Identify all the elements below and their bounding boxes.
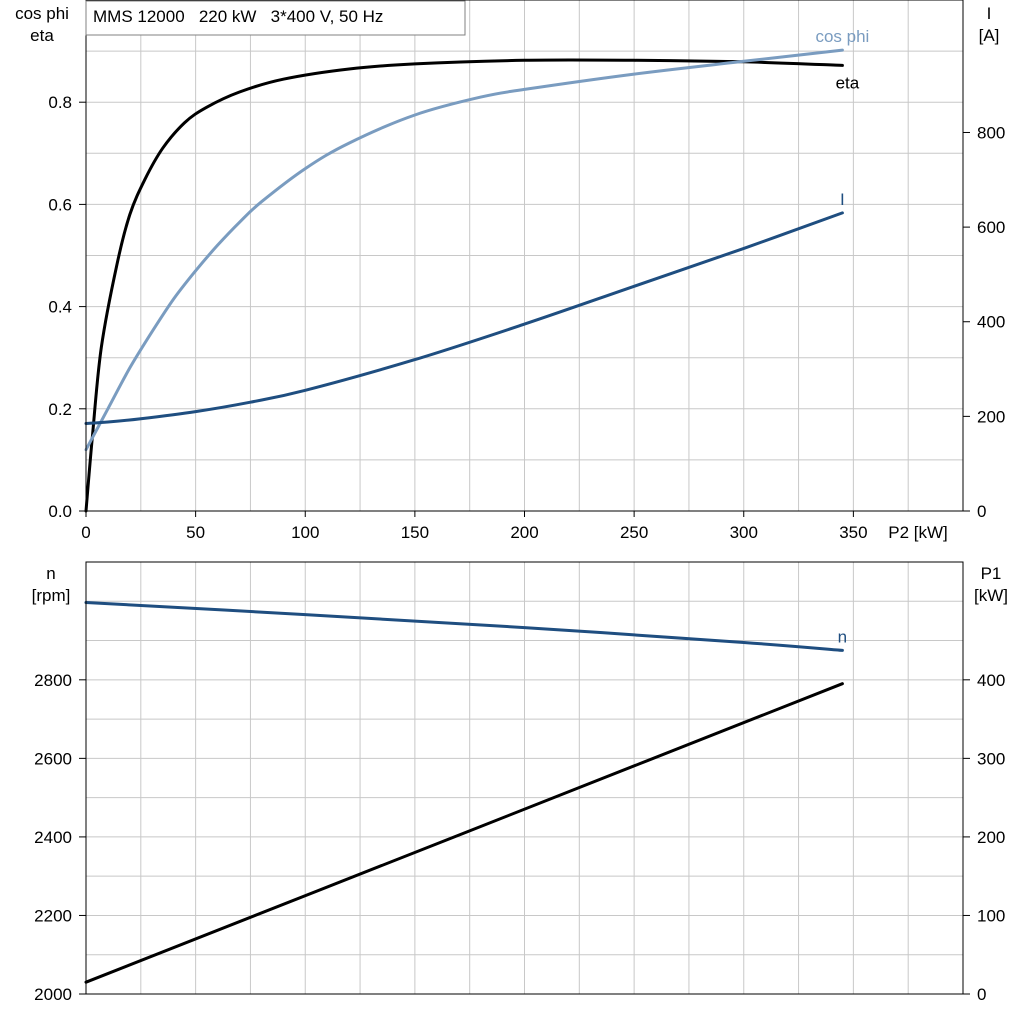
left-axis-label-speed: n: [46, 564, 55, 583]
bot-curve-label-n: n: [838, 627, 847, 646]
right-axis-label-current: I: [987, 4, 992, 23]
top-panel-curves: eta cos phi I: [84, 27, 869, 513]
right-axis-unit-current: [A]: [979, 26, 1000, 45]
bot-left-tick-label-2600: 2600: [34, 749, 72, 768]
bot-left-tick-label-2000: 2000: [34, 985, 72, 1004]
top-x-tick-label-150: 150: [401, 523, 429, 542]
left-axis-unit-speed: [rpm]: [32, 586, 71, 605]
bottom-panel-grid: [86, 562, 963, 994]
top-x-tick-label-0: 0: [81, 523, 90, 542]
x-axis-label: P2 [kW]: [888, 523, 948, 542]
bot-right-tick-label-200: 200: [977, 828, 1005, 847]
right-axis-unit-p1: [kW]: [974, 586, 1008, 605]
top-x-tick-label-250: 250: [620, 523, 648, 542]
top-left-tick-label-0-8: 0.8: [48, 93, 72, 112]
bot-right-tick-label-400: 400: [977, 671, 1005, 690]
bot-left-tick-label-2200: 2200: [34, 906, 72, 925]
top-left-tick-label-0-4: 0.4: [48, 298, 72, 317]
top-left-tick-label-0-0: 0.0: [48, 502, 72, 521]
top-right-tick-label-800: 800: [977, 123, 1005, 142]
top-x-tick-label-200: 200: [510, 523, 538, 542]
bot-right-tick-label-100: 100: [977, 906, 1005, 925]
bottom-panel-curves: n: [84, 601, 847, 984]
top-panel-grid: [86, 0, 963, 511]
title-box: MMS 12000 220 kW 3*400 V, 50 Hz: [85, 0, 466, 36]
top-curve-cos-phi: [84, 48, 844, 452]
bottom-panel-ticks: 2000 2200 2400 2600 2800 0 100 200 300 400: [34, 671, 1005, 1004]
top-curve-label-eta: eta: [836, 73, 860, 92]
top-right-tick-label-200: 200: [977, 407, 1005, 426]
left-axis-label-cos-phi: cos phi: [15, 4, 69, 23]
bottom-panel-frame: [85, 561, 964, 995]
top-curve-label-cos-phi: cos phi: [815, 27, 869, 46]
right-axis-label-p1: P1: [981, 564, 1002, 583]
top-x-tick-label-100: 100: [291, 523, 319, 542]
bot-right-tick-label-0: 0: [977, 985, 986, 1004]
top-x-tick-label-50: 50: [186, 523, 205, 542]
top-right-tick-label-400: 400: [977, 313, 1005, 332]
top-x-tick-label-350: 350: [839, 523, 867, 542]
top-curve-i: [84, 211, 844, 425]
bot-right-tick-label-300: 300: [977, 749, 1005, 768]
top-left-tick-label-0-2: 0.2: [48, 400, 72, 419]
top-right-tick-label-600: 600: [977, 218, 1005, 237]
bot-left-tick-label-2800: 2800: [34, 671, 72, 690]
left-axis-label-eta: eta: [30, 26, 54, 45]
bot-left-tick-label-2400: 2400: [34, 828, 72, 847]
top-left-tick-label-0-6: 0.6: [48, 195, 72, 214]
bot-curve-n: [84, 601, 844, 652]
title-box-frame: [85, 0, 466, 36]
bot-curve-right-1: [84, 682, 844, 984]
top-right-tick-label-0: 0: [977, 502, 986, 521]
chart-title: MMS 12000 220 kW 3*400 V, 50 Hz: [93, 7, 383, 26]
top-curve-eta: [84, 58, 844, 513]
top-x-tick-label-300: 300: [730, 523, 758, 542]
top-panel-ticks: 0.0 0.2 0.4 0.6 0.8 0 200 400 600 800 0 50 100 150 200…: [48, 93, 1005, 542]
top-curve-label-i: I: [840, 190, 845, 209]
